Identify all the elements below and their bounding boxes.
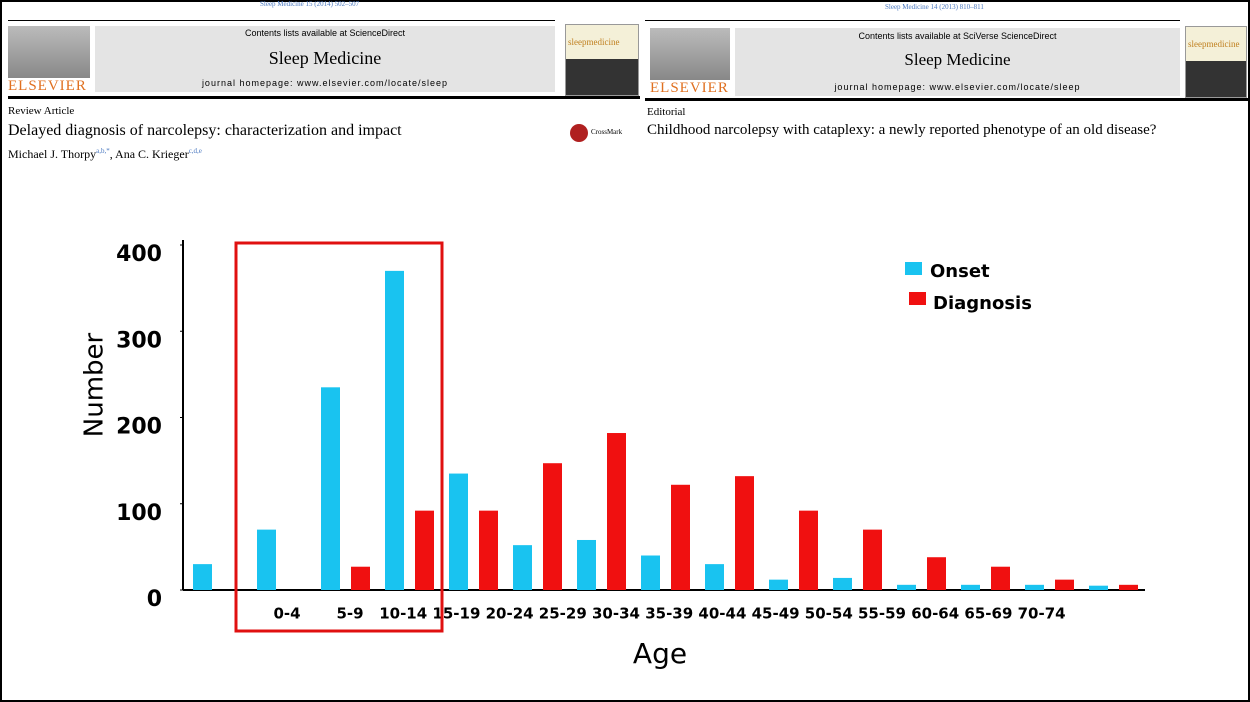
y-tick-label: 300: [116, 328, 162, 353]
bar: [769, 580, 788, 590]
x-tick-label: 25-29: [539, 605, 587, 623]
bar: [543, 463, 562, 590]
bar: [1089, 586, 1108, 590]
page: Sleep Medicine 15 (2014) 502–507 ELSEVIE…: [0, 0, 1250, 702]
legend-label: Diagnosis: [933, 293, 1032, 314]
bar: [449, 474, 468, 590]
x-tick-label: 0-4: [273, 605, 300, 623]
bar: [351, 567, 370, 590]
legend-swatch: [909, 292, 926, 305]
bar: [321, 387, 340, 590]
bar: [1055, 580, 1074, 590]
bar: [193, 564, 212, 590]
bar: [735, 476, 754, 590]
bar: [833, 578, 852, 590]
bar: [705, 564, 724, 590]
legend-label: Onset: [930, 261, 990, 282]
bar: [479, 511, 498, 590]
bar: [415, 511, 434, 590]
y-axis-label: Number: [80, 332, 110, 437]
x-tick-label: 45-49: [752, 605, 800, 623]
x-tick-label: 10-14: [379, 605, 427, 623]
bar: [641, 556, 660, 591]
bar: [1025, 585, 1044, 590]
x-tick-label: 20-24: [486, 605, 534, 623]
bar: [799, 511, 818, 590]
bar: [961, 585, 980, 590]
bar: [863, 530, 882, 590]
x-tick-label: 70-74: [1018, 605, 1066, 623]
bar: [257, 530, 276, 590]
x-tick-label: 50-54: [805, 605, 853, 623]
x-tick-label: 15-19: [432, 605, 480, 623]
bar: [385, 271, 404, 590]
bar: [671, 485, 690, 590]
bar: [991, 567, 1010, 590]
x-axis-label: Age: [633, 637, 687, 670]
bar: [577, 540, 596, 590]
bar: [1119, 585, 1138, 590]
legend-swatch: [905, 262, 922, 275]
x-tick-label: 60-64: [911, 605, 959, 623]
bar: [513, 545, 532, 590]
chart: Number Age 0 100 200 300 400 0-4 5-9 10-14 15-19…: [0, 0, 1250, 702]
x-tick-label: 30-34: [592, 605, 640, 623]
y-tick-label: 400: [116, 242, 162, 267]
y-tick-label: 200: [116, 415, 162, 440]
x-tick-label: 35-39: [645, 605, 693, 623]
x-tick-label: 65-69: [964, 605, 1012, 623]
bar: [607, 433, 626, 590]
y-tick-label: 100: [116, 501, 162, 526]
bar: [927, 557, 946, 590]
y-tick-label: 0: [147, 587, 162, 612]
x-tick-label: 40-44: [698, 605, 746, 623]
x-tick-label: 5-9: [336, 605, 363, 623]
x-tick-label: 55-59: [858, 605, 906, 623]
bar: [897, 585, 916, 590]
